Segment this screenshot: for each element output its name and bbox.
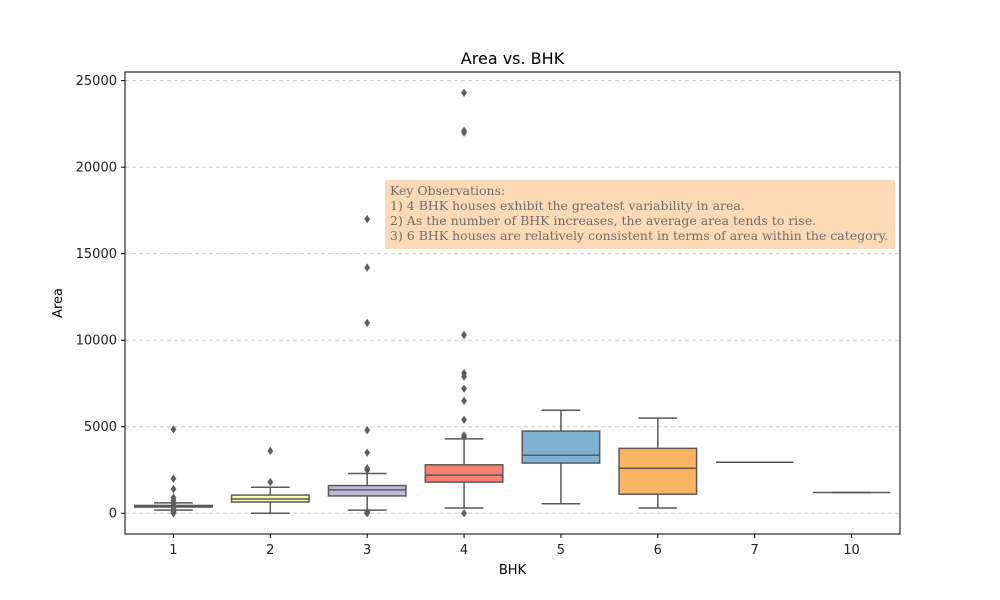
outlier-point xyxy=(364,448,371,457)
x-tick-label: 2 xyxy=(266,543,274,558)
outlier-point xyxy=(364,214,371,224)
outlier-point xyxy=(461,368,468,378)
plot-frame xyxy=(124,71,901,535)
outlier-point xyxy=(364,464,371,473)
outlier-point xyxy=(170,425,177,434)
outlier-point xyxy=(170,504,177,513)
outlier-point xyxy=(461,415,468,424)
chart-title: Area vs. BHK xyxy=(461,49,565,68)
box-6 xyxy=(618,417,698,509)
y-axis: 0 5000 10000 15000 20000 25000 xyxy=(76,74,125,522)
x-tick-label: 10 xyxy=(843,543,860,558)
y-axis-title: Area xyxy=(51,288,66,318)
box-series xyxy=(133,88,891,518)
box-4 xyxy=(424,88,504,518)
box-2 xyxy=(230,446,310,514)
annotation-line-1: 1) 4 BHK houses exhibit the greatest var… xyxy=(390,198,745,213)
y-tick-label: 5000 xyxy=(84,420,117,435)
annotation-line-2: 2) As the number of BHK increases, the a… xyxy=(390,213,816,228)
outlier-point xyxy=(461,431,468,440)
box-3 xyxy=(327,214,407,518)
annotation-background xyxy=(385,180,895,249)
outlier-point xyxy=(364,507,371,516)
box-iqr xyxy=(424,464,504,483)
y-tick-label: 0 xyxy=(109,507,117,522)
outlier-point xyxy=(170,493,177,502)
box-5 xyxy=(521,409,601,505)
x-axis-title: BHK xyxy=(499,563,527,578)
outlier-point xyxy=(170,474,177,483)
outlier-point xyxy=(364,318,371,328)
y-tick-label: 20000 xyxy=(76,161,117,176)
outlier-point xyxy=(267,446,274,456)
x-tick-label: 6 xyxy=(654,543,662,558)
outlier-point xyxy=(364,263,371,272)
x-tick-label: 1 xyxy=(169,543,177,558)
x-tick-label: 4 xyxy=(460,543,468,558)
annotation-line-0: Key Observations: xyxy=(390,183,505,198)
box-iqr xyxy=(618,447,698,495)
x-tick-label: 5 xyxy=(557,543,565,558)
outlier-point xyxy=(461,509,468,518)
outlier-point xyxy=(461,126,468,136)
y-gridlines xyxy=(125,80,900,514)
y-tick-label: 25000 xyxy=(76,74,117,89)
outlier-point xyxy=(461,384,468,393)
outlier-point xyxy=(461,396,468,405)
y-tick-label: 15000 xyxy=(76,247,117,262)
outlier-point xyxy=(170,484,177,494)
outlier-point xyxy=(461,88,468,97)
x-tick-label: 7 xyxy=(751,543,759,558)
box-iqr xyxy=(521,430,601,464)
x-tick-label: 3 xyxy=(363,543,371,558)
annotation-box: Key Observations: 1) 4 BHK houses exhibi… xyxy=(385,180,895,249)
y-tick-label: 10000 xyxy=(76,334,117,349)
outlier-point xyxy=(461,330,468,340)
outlier-point xyxy=(364,425,371,435)
box-1 xyxy=(133,425,213,518)
x-axis: 1 2 3 4 5 6 7 10 xyxy=(169,534,860,558)
box-iqr xyxy=(327,484,407,497)
outlier-point xyxy=(267,477,274,487)
annotation-line-3: 3) 6 BHK houses are relatively consisten… xyxy=(390,228,888,243)
